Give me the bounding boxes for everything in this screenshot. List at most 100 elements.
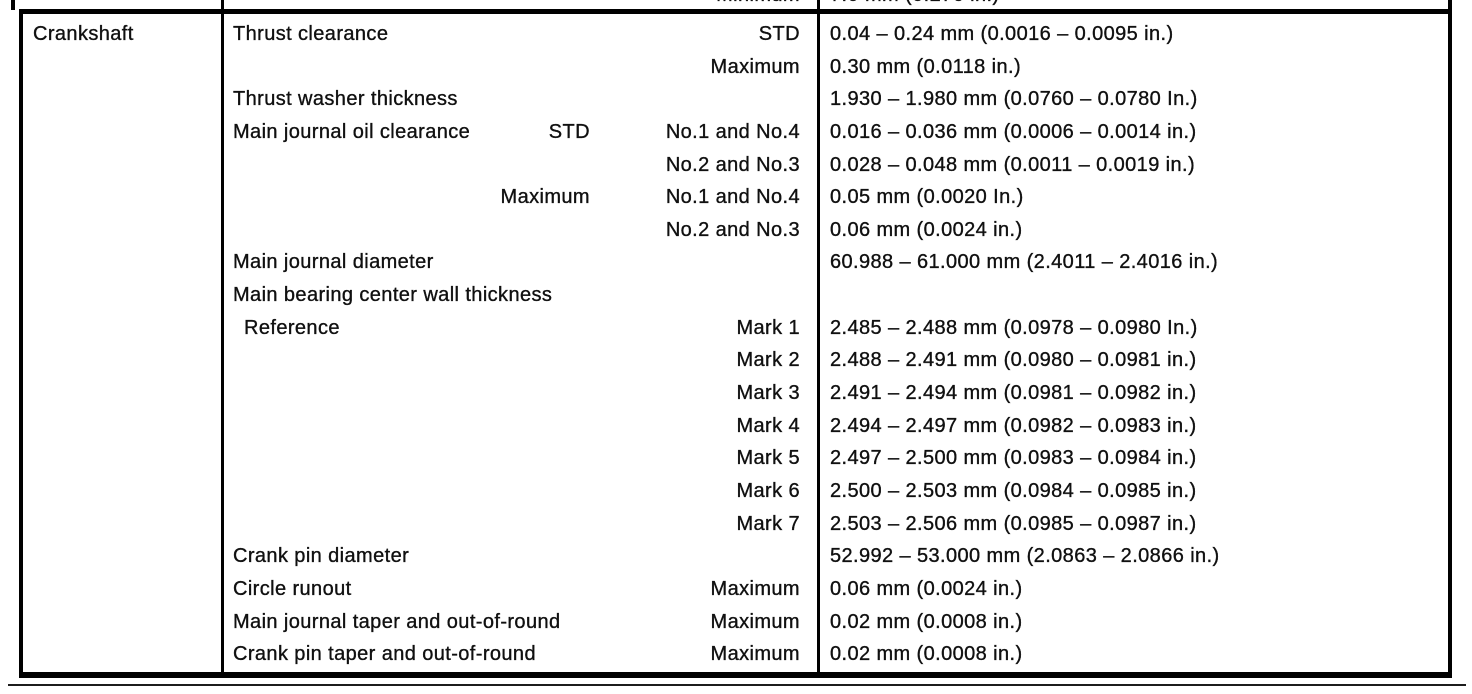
spec-qualifier: [590, 540, 800, 573]
spec-cell: Thrust clearance STD: [224, 18, 817, 51]
spec-qualifier: No.1 and No.4: [665, 120, 800, 143]
spec-cell: Mark 5: [224, 442, 817, 475]
spec-value: 60.988 – 61.000 mm (2.4011 – 2.4016 in.): [830, 251, 1219, 274]
table-row: Reference Mark 1 2.485 – 2.488 mm (0.0978 …: [224, 312, 1472, 345]
spec-value: 0.06 mm (0.0024 in.): [830, 218, 1023, 241]
spec-cell: Crank pin taper and out-of-round Maximum: [224, 638, 817, 671]
spec-value: 0.02 mm (0.0008 in.): [830, 643, 1023, 666]
table-row: Main bearing center wall thickness: [224, 279, 1472, 312]
table-row: Main journal oil clearance STD No.1 and No…: [224, 116, 1472, 149]
spec-spacer: [470, 116, 549, 149]
table-row: Maximum 0.30 mm (0.0118 in.): [224, 51, 1472, 84]
table-row: Crank pin taper and out-of-round Maximum 0…: [224, 638, 1472, 671]
column-divider-value: [817, 0, 820, 672]
spec-qualifier: No.2 and No.3: [665, 153, 800, 176]
spec-spacer: [561, 606, 590, 639]
table-row: Main journal diameter 60.988 – 61.000 mm …: [224, 246, 1472, 279]
spec-description: Crank pin diameter: [233, 545, 410, 568]
spec-qualifier-primary: STD: [548, 120, 590, 143]
spec-value: 2.494 – 2.497 mm (0.0982 – 0.0983 in.): [830, 414, 1197, 437]
table-row: No.2 and No.3 0.06 mm (0.0024 in.): [224, 214, 1472, 247]
spec-qualifier: No.1 and No.4: [665, 186, 800, 209]
spec-value: 2.500 – 2.503 mm (0.0984 – 0.0985 in.): [830, 479, 1197, 502]
spec-value: 0.02 mm (0.0008 in.): [830, 610, 1023, 633]
spec-spacer: [352, 573, 590, 606]
table-border-bottom: [19, 672, 1452, 678]
table-border-left-upper: [11, 0, 15, 10]
spec-spacer: [434, 246, 590, 279]
spec-spacer: [233, 344, 590, 377]
table-row: Circle runout Maximum 0.06 mm (0.0024 in.): [224, 573, 1472, 606]
spec-qualifier: No.2 and No.3: [665, 218, 800, 241]
column-divider-component: [221, 0, 224, 672]
spec-spacer: [233, 51, 590, 84]
spec-cell: Crank pin diameter: [224, 540, 817, 573]
spec-qualifier: Mark 4: [736, 414, 800, 437]
spec-cell: Mark 3: [224, 377, 817, 410]
spec-spacer: [233, 475, 590, 508]
spec-qualifier: Mark 6: [736, 479, 800, 502]
spec-cell: Main journal taper and out-of-round Maxim…: [224, 606, 817, 639]
spec-value: 2.503 – 2.506 mm (0.0985 – 0.0987 in.): [830, 512, 1197, 535]
spec-spacer: [233, 410, 590, 443]
spec-cell: Mark 7: [224, 508, 817, 541]
spec-spacer: [552, 279, 590, 312]
spec-qualifier: Mark 1: [736, 316, 800, 339]
table-row: Maximum No.1 and No.4 0.05 mm (0.0020 In.): [224, 181, 1472, 214]
spec-cell: Thrust washer thickness: [224, 83, 817, 116]
spec-cell: Maximum No.1 and No.4: [224, 181, 817, 214]
table-row: Main journal taper and out-of-round Maxim…: [224, 606, 1472, 639]
spec-cell: Reference Mark 1: [224, 312, 817, 345]
table-row: Mark 2 2.488 – 2.491 mm (0.0980 – 0.0981 …: [224, 344, 1472, 377]
spec-description: Thrust clearance: [233, 23, 389, 45]
spec-rows: Thrust clearance STD 0.04 – 0.24 mm (0.001…: [224, 18, 1472, 671]
spec-spacer: [233, 377, 590, 410]
clipped-row-qualifier: Minimum: [716, 0, 800, 5]
spec-qualifier: Maximum: [710, 55, 800, 78]
spec-cell: Mark 2: [224, 344, 817, 377]
table-border-right: [1448, 0, 1452, 678]
spec-description: Circle runout: [233, 577, 352, 600]
component-name: Crankshaft: [33, 23, 134, 45]
table-row: Thrust washer thickness 1.930 – 1.980 mm …: [224, 83, 1472, 116]
spec-value: 2.485 – 2.488 mm (0.0978 – 0.0980 In.): [830, 316, 1198, 339]
spec-value: 0.016 – 0.036 mm (0.0006 – 0.0014 in.): [830, 120, 1197, 143]
spec-description: Reference: [244, 316, 340, 339]
spec-value: 0.05 mm (0.0020 In.): [830, 186, 1024, 209]
spec-description: Main bearing center wall thickness: [233, 284, 553, 307]
table-row: Mark 4 2.494 – 2.497 mm (0.0982 – 0.0983 …: [224, 410, 1472, 443]
spec-description: Crank pin taper and out-of-round: [233, 643, 536, 666]
spec-cell: No.2 and No.3: [224, 149, 817, 182]
spec-qualifier: Maximum: [710, 577, 800, 600]
spec-qualifier-primary: Maximum: [500, 186, 590, 209]
spec-value: 0.028 – 0.048 mm (0.0011 – 0.0019 in.): [830, 153, 1196, 176]
spec-qualifier: [590, 246, 800, 279]
spec-qualifier: Mark 2: [736, 349, 800, 372]
spec-spacer: [233, 214, 590, 247]
spec-cell: Mark 4: [224, 410, 817, 443]
table-border-left: [19, 9, 23, 678]
spec-qualifier: Maximum: [710, 643, 800, 666]
spec-description: Main journal diameter: [233, 251, 434, 274]
table-row: Mark 6 2.500 – 2.503 mm (0.0984 – 0.0985 …: [224, 475, 1472, 508]
section-separator-rule: [19, 9, 1452, 14]
spec-qualifier: [590, 83, 800, 116]
table-row: Mark 7 2.503 – 2.506 mm (0.0985 – 0.0987 …: [224, 508, 1472, 541]
spec-value: 52.992 – 53.000 mm (2.0863 – 2.0866 in.): [830, 545, 1220, 568]
spec-qualifier: Maximum: [710, 610, 800, 633]
spec-value: 0.30 mm (0.0118 in.): [830, 55, 1022, 78]
spec-cell: No.2 and No.3: [224, 214, 817, 247]
table-row: Crank pin diameter 52.992 – 53.000 mm (2.…: [224, 540, 1472, 573]
spec-cell: Mark 6: [224, 475, 817, 508]
spec-spacer: [233, 181, 501, 214]
spec-spacer: [233, 508, 590, 541]
spec-qualifier: Mark 3: [736, 382, 800, 405]
spec-value: 0.04 – 0.24 mm (0.0016 – 0.0095 in.): [830, 23, 1174, 45]
clipped-row-value: 7.0 mm (0.276 in.): [830, 0, 1000, 5]
spec-value: [817, 279, 1472, 312]
spec-description: Main journal oil clearance: [233, 120, 471, 143]
table-row: Mark 3 2.491 – 2.494 mm (0.0981 – 0.0982 …: [224, 377, 1472, 410]
spec-cell: Maximum: [224, 51, 817, 84]
spec-cell: Main bearing center wall thickness: [224, 279, 817, 312]
